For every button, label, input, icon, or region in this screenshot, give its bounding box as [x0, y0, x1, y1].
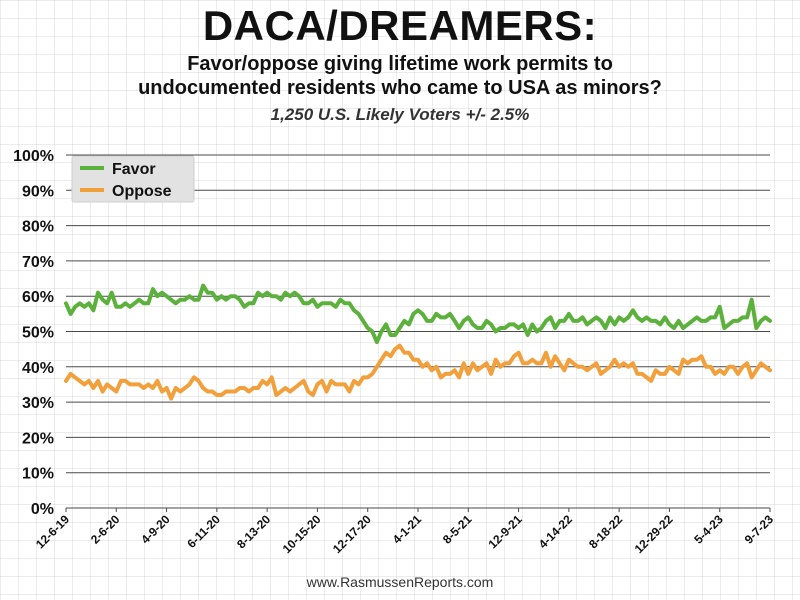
x-tick-label: 4-9-20: [138, 512, 173, 547]
x-tick-label: 6-11-20: [184, 512, 223, 551]
y-tick-label: 60%: [22, 289, 54, 306]
y-tick-label: 40%: [22, 360, 54, 377]
series-line-oppose: [64, 343, 772, 401]
y-tick-label: 50%: [22, 325, 54, 342]
y-tick-label: 100%: [13, 148, 54, 165]
x-tick-label: 4-1-21: [390, 512, 425, 547]
y-tick-label: 20%: [22, 430, 54, 447]
subtitle-line-1: Favor/oppose giving lifetime work permit…: [187, 53, 613, 75]
legend-label-oppose: Oppose: [112, 183, 172, 200]
chart-title: DACA/DREAMERS:: [202, 2, 598, 49]
x-tick-label: 2-6-20: [88, 512, 123, 547]
series-line-favor: [64, 283, 772, 345]
x-tick-label: 12-9-21: [486, 512, 525, 551]
y-tick-label: 80%: [22, 219, 54, 236]
x-tick-label: 12-29-22: [632, 512, 676, 556]
x-tick-label: 8-5-21: [440, 512, 475, 547]
source-credit: www.RasmussenReports.com: [306, 574, 494, 590]
x-tick-label: 5-4-23: [691, 512, 726, 547]
legend-label-favor: Favor: [112, 161, 156, 178]
y-tick-label: 30%: [22, 395, 54, 412]
x-tick-label: 9-7-23: [742, 512, 777, 547]
x-tick-label: 4-14-22: [536, 512, 575, 551]
chart-subtitle: Favor/oppose giving lifetime work permit…: [0, 52, 800, 100]
y-tick-label: 70%: [22, 254, 54, 271]
y-tick-label: 0%: [31, 501, 54, 518]
subtitle-line-2: undocumented residents who came to USA a…: [138, 77, 662, 99]
y-tick-label: 90%: [22, 183, 54, 200]
y-tick-label: 10%: [22, 466, 54, 483]
x-tick-label: 8-18-22: [586, 512, 625, 551]
x-tick-label: 8-13-20: [234, 512, 273, 551]
x-tick-label: 12-17-20: [330, 512, 374, 556]
x-tick-label: 10-15-20: [280, 512, 324, 556]
sample-size-note: 1,250 U.S. Likely Voters +/- 2.5%: [270, 105, 530, 124]
